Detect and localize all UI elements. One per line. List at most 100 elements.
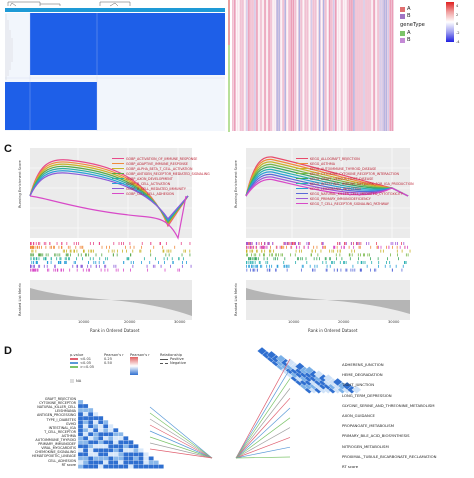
hit-tick [306,242,308,245]
left-pathway-label: NATURAL_KILLER_CELL [37,405,76,410]
correlation-cell [118,440,124,445]
legend-label: KEGG_ASTHMA [310,161,335,166]
legend-swatch [296,197,308,200]
hit-tick [181,264,183,268]
hit-tick [316,257,318,261]
hit-tick [30,264,32,268]
hit-tick [277,257,279,261]
hit-tick [329,249,331,253]
legend-row: GOBP_ADAPTIVE_IMMUNE_RESPONSE [112,161,210,166]
p-item: <0.05 [70,361,94,365]
enrichment-curve [245,163,409,197]
hit-tick [101,245,103,249]
hit-tick [390,253,391,257]
hit-tick [139,249,141,253]
hit-tick [325,245,326,249]
legend-swatch [112,177,124,180]
correlation-cell [118,436,124,441]
correlation-cell [82,432,89,437]
heatmap-column [274,0,276,131]
heatmap-column [318,0,321,131]
left-pathway-label: GRAFT_REJECTION [44,397,76,401]
enrichment-curve [29,172,189,220]
hit-tick [335,257,337,261]
hit-tick [260,245,262,249]
hit-tick [269,264,270,268]
hit-tick [106,257,108,261]
correlation-cell [77,407,84,413]
correlation-cell [138,464,144,469]
heatmap-column [379,0,381,131]
legend-label: KEGG_CYTOKINE_CYTOKINE_RECEPTOR_INTERACT… [310,171,399,176]
hit-tick [275,268,276,272]
hit-tick [253,264,255,268]
x-tick: 30000 [174,320,186,324]
correlation-cell [77,436,84,441]
hit-tick [268,242,270,245]
legend-row: KEGG_ASTHMA [296,161,414,166]
hit-tick [263,245,265,249]
hit-tick [261,245,263,249]
correlation-cell [108,448,114,453]
hit-tick [111,249,113,253]
hit-tick [107,268,109,272]
hit-tick [249,249,251,253]
link-line [235,388,291,459]
hit-tick [275,268,277,272]
hit-tick [378,261,380,264]
hit-tick [376,242,378,245]
correlation-cell [128,448,134,453]
correlation-cell [113,440,119,445]
hit-tick [313,245,315,249]
scale-tick: 0 [456,22,459,26]
correlation-cell [93,456,99,461]
hit-tick [361,268,362,272]
hit-tick [286,242,288,245]
hit-tick [405,261,407,264]
hit-tick [59,253,61,257]
correlation-cell [123,436,129,441]
hit-tick [339,242,341,245]
hit-tick [152,264,154,268]
hit-tick [298,242,299,245]
panel-letter-c: C [4,143,12,155]
link-line [149,448,213,459]
hit-tick [65,261,66,264]
hit-tick [248,257,249,261]
correlation-cell [98,420,104,425]
correlation-cell [351,385,362,394]
hit-tick [66,249,67,253]
heatmap-column [266,0,268,131]
hit-tick [53,245,54,249]
correlation-cell [98,440,104,445]
hit-tick [266,257,268,261]
hit-tick [160,264,162,268]
correlation-cell [113,436,119,441]
hit-tick [76,268,78,272]
hit-tick [317,253,319,257]
hit-tick [39,264,41,268]
correlation-cell [87,464,94,469]
hit-tick [43,242,45,245]
hit-tick [261,249,263,253]
link-line [235,446,291,459]
hit-tick [98,264,100,268]
legend-item-b2: B [400,37,425,43]
left-pathway-label: TYPE_I_DIABETES [46,417,76,422]
heatmap-column [385,0,387,131]
hit-tick [65,257,67,261]
correlation-cell [113,428,119,433]
hit-tick [358,257,359,261]
correlation-cell [77,444,84,449]
hit-tick [248,242,249,245]
hit-tick [378,264,380,268]
heatmap-column [373,0,375,131]
legend-label: KEGG_INTESTINAL_IMMUNE_NETWORK_FOR_IGA_P… [310,181,414,186]
hit-tick [333,268,335,272]
hit-tick [186,261,187,264]
hit-tick [305,257,307,261]
hit-tick [30,245,32,249]
hit-tick [264,249,266,253]
right-pathway-label: PROPANOATE_METABOLISM [342,423,394,429]
link-line [235,368,291,459]
